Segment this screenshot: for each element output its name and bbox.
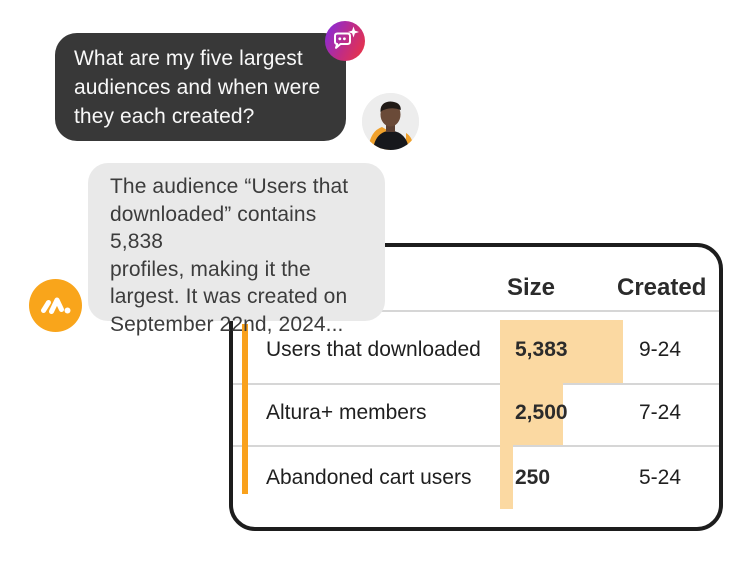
- audience-created: 9-24: [638, 338, 682, 361]
- user-message-bubble: What are my five largest audiences and w…: [55, 33, 346, 141]
- brand-logo: [29, 279, 82, 332]
- assistant-message-bubble: The audience “Users that downloaded” con…: [88, 163, 385, 336]
- audience-name: Altura+ members: [266, 401, 427, 424]
- audience-size: 250: [515, 466, 551, 489]
- row-divider: [233, 310, 719, 312]
- audience-size: 5,383: [515, 338, 568, 361]
- accent-strip: [242, 324, 248, 494]
- table-row: Users that downloaded 5,383 9-24: [233, 338, 719, 366]
- table-row: Abandoned cart users 250 5-24: [233, 466, 719, 494]
- user-message-line: they each created?: [74, 105, 255, 128]
- audience-name: Abandoned cart users: [266, 466, 472, 489]
- assistant-message-line: profiles, making it the: [110, 257, 311, 281]
- assistant-message-line: downloaded” contains 5,838: [110, 202, 317, 254]
- brand-wave-icon: [29, 279, 82, 332]
- person-photo: [362, 93, 419, 150]
- table-row: Altura+ members 2,500 7-24: [233, 401, 719, 429]
- column-header-created: Created: [617, 274, 707, 301]
- user-avatar: [362, 93, 419, 150]
- audience-name: Users that downloaded: [266, 338, 481, 361]
- user-message-line: What are my five largest: [74, 47, 303, 70]
- chat-sparkle-icon: [325, 21, 365, 61]
- assistant-message-line: largest. It was created on: [110, 285, 348, 308]
- audience-table-card: Size Created Users that downloaded 5,383…: [229, 243, 723, 531]
- size-bar: [500, 383, 563, 445]
- assistant-message-line: September 22nd, 2024...: [110, 312, 344, 336]
- row-divider: [233, 383, 719, 385]
- size-bar: [500, 320, 623, 383]
- audience-created: 7-24: [638, 401, 682, 424]
- audience-size: 2,500: [515, 401, 568, 424]
- assistant-message-line: The audience “Users that: [110, 175, 349, 198]
- row-divider: [233, 445, 719, 447]
- audience-created: 5-24: [638, 466, 682, 489]
- column-header-size: Size: [507, 274, 556, 301]
- assistant-chat-badge: [325, 21, 365, 61]
- size-bar: [500, 445, 513, 509]
- user-message-line: audiences and when were: [74, 76, 321, 99]
